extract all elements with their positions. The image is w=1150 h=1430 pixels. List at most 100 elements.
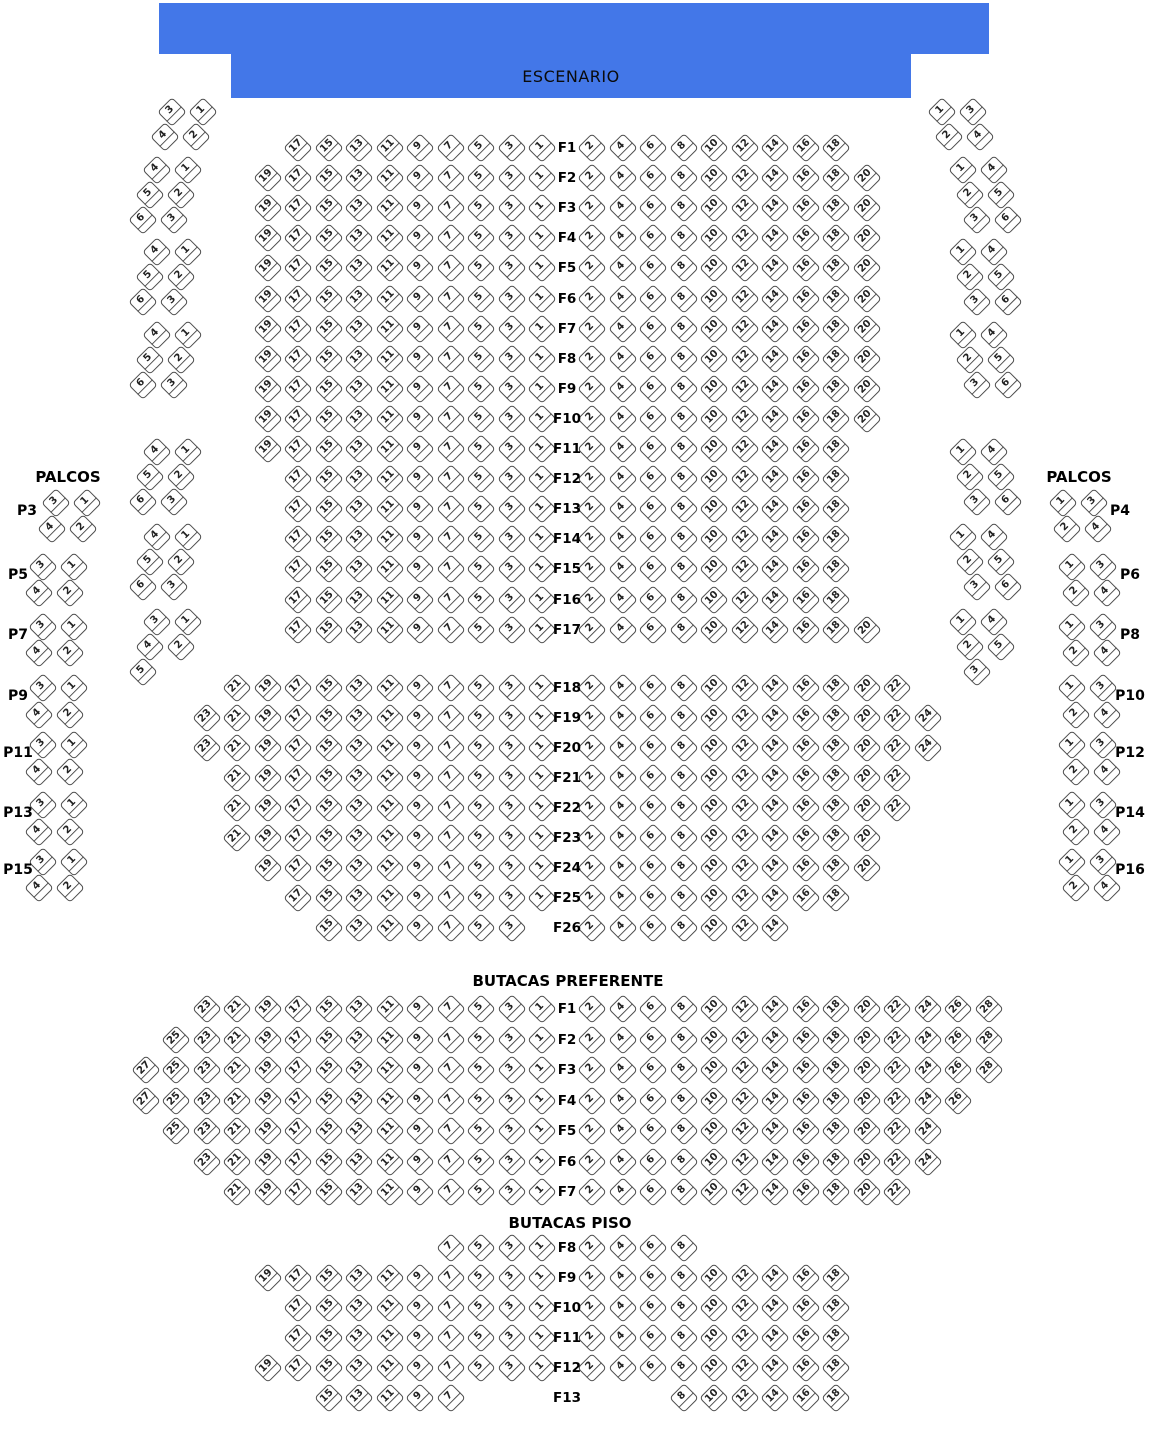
seat-side-right-g1-3[interactable]: 3 bbox=[958, 97, 988, 127]
seat-main-F4-20[interactable]: 20 bbox=[851, 223, 882, 254]
seat-mid-F23-7[interactable]: 7 bbox=[435, 823, 466, 853]
seat-side-left-g2-1[interactable]: 1 bbox=[173, 155, 203, 185]
seat-side-left-g2-5[interactable]: 5 bbox=[135, 180, 165, 210]
seat-mid-F24-2[interactable]: 2 bbox=[577, 853, 607, 883]
seat-main-F7-13[interactable]: 13 bbox=[344, 313, 374, 344]
seat-side-right-g6-2[interactable]: 2 bbox=[955, 547, 985, 577]
seat-mid-F22-16[interactable]: 16 bbox=[790, 793, 821, 823]
seat-mid-F18-21[interactable]: 21 bbox=[222, 673, 252, 703]
seat-main-F5-6[interactable]: 6 bbox=[638, 253, 668, 284]
seat-mid-F22-4[interactable]: 4 bbox=[607, 793, 638, 823]
seat-preferente-F7-12[interactable]: 12 bbox=[729, 1177, 760, 1207]
seat-P10-2[interactable]: 2 bbox=[1061, 700, 1091, 730]
seat-mid-F18-14[interactable]: 14 bbox=[760, 673, 790, 703]
seat-P9-2[interactable]: 2 bbox=[55, 700, 85, 730]
seat-main-F3-8[interactable]: 8 bbox=[668, 193, 699, 224]
seat-preferente-F6-14[interactable]: 14 bbox=[760, 1146, 790, 1177]
seat-main-F9-12[interactable]: 12 bbox=[729, 373, 760, 404]
seat-preferente-F2-9[interactable]: 9 bbox=[405, 1024, 435, 1055]
seat-main-F1-12[interactable]: 12 bbox=[729, 133, 760, 163]
seat-preferente-F5-25[interactable]: 25 bbox=[161, 1116, 191, 1146]
seat-mid-F20-17[interactable]: 17 bbox=[283, 733, 313, 763]
seat-main-F13-8[interactable]: 8 bbox=[668, 494, 699, 525]
seat-main-F7-3[interactable]: 3 bbox=[496, 313, 527, 344]
seat-preferente-F5-4[interactable]: 4 bbox=[607, 1116, 638, 1146]
seat-preferente-F1-18[interactable]: 18 bbox=[821, 994, 851, 1024]
seat-mid-F24-19[interactable]: 19 bbox=[252, 853, 283, 883]
seat-main-F13-6[interactable]: 6 bbox=[638, 494, 668, 525]
seat-preferente-F3-21[interactable]: 21 bbox=[222, 1055, 252, 1085]
seat-mid-F20-20[interactable]: 20 bbox=[851, 733, 882, 763]
seat-main-F11-10[interactable]: 10 bbox=[699, 434, 729, 464]
seat-mid-F24-4[interactable]: 4 bbox=[607, 853, 638, 883]
seat-main-F16-5[interactable]: 5 bbox=[466, 584, 496, 615]
seat-P6-3[interactable]: 3 bbox=[1088, 552, 1118, 582]
seat-main-F3-4[interactable]: 4 bbox=[607, 193, 638, 224]
seat-preferente-F5-18[interactable]: 18 bbox=[821, 1116, 851, 1146]
seat-main-F4-17[interactable]: 17 bbox=[283, 223, 313, 254]
seat-side-right-g5-3[interactable]: 3 bbox=[962, 487, 992, 517]
seat-preferente-F5-17[interactable]: 17 bbox=[283, 1116, 313, 1146]
seat-preferente-F2-21[interactable]: 21 bbox=[222, 1024, 252, 1055]
seat-main-F5-1[interactable]: 1 bbox=[527, 253, 557, 284]
seat-preferente-F1-7[interactable]: 7 bbox=[435, 994, 466, 1024]
seat-mid-F25-9[interactable]: 9 bbox=[405, 883, 435, 913]
seat-side-left-g6-3[interactable]: 3 bbox=[159, 572, 189, 602]
seat-mid-F24-20[interactable]: 20 bbox=[851, 853, 882, 883]
seat-preferente-F4-21[interactable]: 21 bbox=[222, 1085, 252, 1116]
seat-main-F11-18[interactable]: 18 bbox=[821, 434, 851, 464]
seat-main-F9-5[interactable]: 5 bbox=[466, 373, 496, 404]
seat-preferente-F4-15[interactable]: 15 bbox=[313, 1085, 344, 1116]
seat-P4-4[interactable]: 4 bbox=[1083, 514, 1113, 544]
seat-main-F4-5[interactable]: 5 bbox=[466, 223, 496, 254]
seat-mid-F23-15[interactable]: 15 bbox=[313, 823, 344, 853]
seat-mid-F21-9[interactable]: 9 bbox=[405, 763, 435, 793]
seat-preferente-F2-19[interactable]: 19 bbox=[252, 1024, 283, 1055]
seat-main-F16-4[interactable]: 4 bbox=[607, 584, 638, 615]
seat-main-F17-4[interactable]: 4 bbox=[607, 614, 638, 645]
seat-mid-F20-21[interactable]: 21 bbox=[222, 733, 252, 763]
seat-main-F3-15[interactable]: 15 bbox=[313, 193, 344, 224]
seat-piso-F11-2[interactable]: 2 bbox=[577, 1323, 607, 1353]
seat-main-F5-2[interactable]: 2 bbox=[577, 253, 607, 284]
seat-side-left-g5-1[interactable]: 1 bbox=[173, 437, 203, 467]
seat-preferente-F3-1[interactable]: 1 bbox=[527, 1055, 557, 1085]
seat-mid-F22-21[interactable]: 21 bbox=[222, 793, 252, 823]
seat-main-F3-1[interactable]: 1 bbox=[527, 193, 557, 224]
seat-main-F13-11[interactable]: 11 bbox=[374, 494, 405, 525]
seat-side-left-g1-4[interactable]: 4 bbox=[150, 122, 180, 152]
seat-mid-F18-16[interactable]: 16 bbox=[790, 673, 821, 703]
seat-side-right-g3-6[interactable]: 6 bbox=[993, 287, 1023, 317]
seat-main-F1-10[interactable]: 10 bbox=[699, 133, 729, 163]
seat-preferente-F5-11[interactable]: 11 bbox=[374, 1116, 405, 1146]
seat-side-right-g1-4[interactable]: 4 bbox=[965, 122, 995, 152]
seat-piso-F13-7[interactable]: 7 bbox=[435, 1383, 466, 1413]
seat-mid-F26-9[interactable]: 9 bbox=[405, 913, 435, 943]
seat-preferente-F6-6[interactable]: 6 bbox=[638, 1146, 668, 1177]
seat-preferente-F4-2[interactable]: 2 bbox=[577, 1085, 607, 1116]
seat-mid-F21-8[interactable]: 8 bbox=[668, 763, 699, 793]
seat-mid-F20-13[interactable]: 13 bbox=[344, 733, 374, 763]
seat-main-F4-19[interactable]: 19 bbox=[252, 223, 283, 254]
seat-mid-F18-13[interactable]: 13 bbox=[344, 673, 374, 703]
seat-main-F8-14[interactable]: 14 bbox=[760, 343, 790, 374]
seat-preferente-F7-17[interactable]: 17 bbox=[283, 1177, 313, 1207]
seat-main-F5-5[interactable]: 5 bbox=[466, 253, 496, 284]
seat-main-F16-2[interactable]: 2 bbox=[577, 584, 607, 615]
seat-main-F17-3[interactable]: 3 bbox=[496, 614, 527, 645]
seat-main-F15-6[interactable]: 6 bbox=[638, 554, 668, 585]
seat-main-F2-14[interactable]: 14 bbox=[760, 163, 790, 193]
seat-main-F11-5[interactable]: 5 bbox=[466, 434, 496, 464]
seat-main-F1-17[interactable]: 17 bbox=[283, 133, 313, 163]
seat-main-F7-18[interactable]: 18 bbox=[821, 313, 851, 344]
seat-mid-F20-22[interactable]: 22 bbox=[882, 733, 912, 763]
seat-mid-F19-12[interactable]: 12 bbox=[729, 703, 760, 733]
seat-preferente-F4-24[interactable]: 24 bbox=[912, 1085, 943, 1116]
seat-main-F1-8[interactable]: 8 bbox=[668, 133, 699, 163]
seat-mid-F19-17[interactable]: 17 bbox=[283, 703, 313, 733]
seat-mid-F22-15[interactable]: 15 bbox=[313, 793, 344, 823]
seat-main-F5-19[interactable]: 19 bbox=[252, 253, 283, 284]
seat-piso-F9-3[interactable]: 3 bbox=[496, 1263, 527, 1293]
seat-main-F8-13[interactable]: 13 bbox=[344, 343, 374, 374]
seat-mid-F26-12[interactable]: 12 bbox=[729, 913, 760, 943]
